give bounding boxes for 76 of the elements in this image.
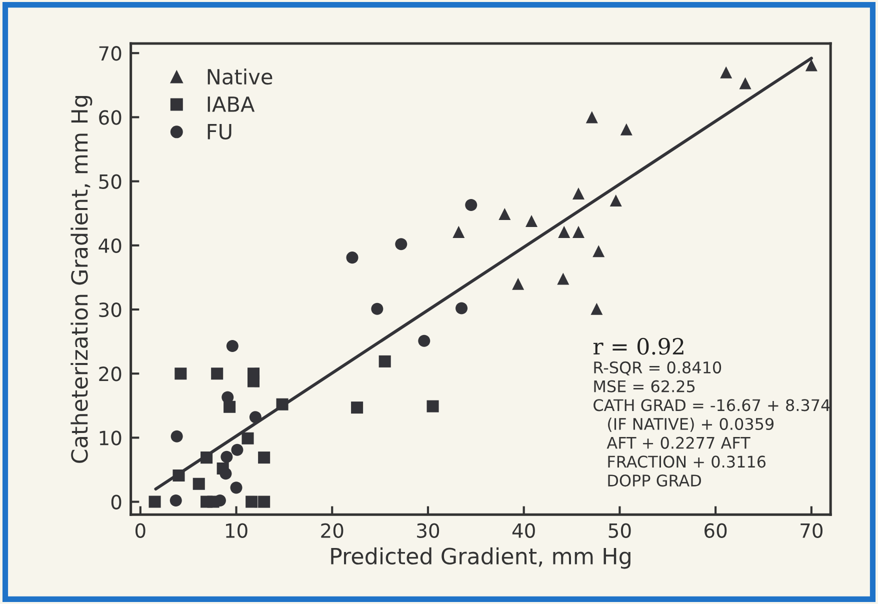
- x-tick-label: 60: [704, 523, 727, 538]
- point: [371, 302, 384, 315]
- point: [220, 468, 232, 480]
- annotation: FRACTION + 0.3116: [608, 456, 766, 468]
- point: [346, 252, 358, 264]
- point: [525, 215, 538, 228]
- point: [211, 368, 224, 380]
- point: [172, 469, 185, 482]
- point: [174, 368, 187, 380]
- point: [200, 452, 213, 464]
- point: [572, 226, 584, 238]
- annotation: r = 0.92: [593, 338, 684, 355]
- point: [226, 340, 238, 352]
- point: [242, 432, 254, 444]
- point: [246, 496, 258, 508]
- point: [248, 375, 260, 388]
- x-tick-label: 70: [800, 523, 822, 538]
- point: [590, 302, 603, 315]
- y-tick-label: 30: [99, 302, 122, 318]
- point: [170, 430, 183, 442]
- point: [739, 77, 752, 90]
- point: [620, 123, 632, 136]
- point: [192, 478, 205, 490]
- legend-label: Native: [208, 68, 272, 85]
- x-tick-label: 30: [417, 523, 440, 538]
- x-tick-label: 10: [226, 523, 248, 538]
- point: [351, 402, 364, 414]
- point: [258, 452, 270, 464]
- point: [426, 400, 439, 412]
- y-tick-label: 40: [98, 238, 122, 254]
- point: [222, 391, 234, 404]
- point: [572, 187, 584, 200]
- point: [258, 496, 270, 508]
- point: [558, 226, 570, 238]
- point: [249, 411, 262, 424]
- annotation: CATH GRAD = -16.67 + 8.374: [594, 399, 830, 412]
- annotation: AFT + 0.2277 AFT: [606, 436, 750, 449]
- point: [512, 278, 524, 290]
- y-tick-label: 20: [99, 366, 122, 382]
- x-tick-label: 0: [136, 523, 146, 538]
- point: [498, 208, 511, 220]
- y-tick-label: 60: [99, 110, 122, 125]
- point: [230, 482, 242, 494]
- point: [170, 494, 182, 507]
- annotation: MSE = 62.25: [594, 380, 695, 392]
- annotation: (IF NATIVE) + 0.0359: [608, 418, 774, 432]
- point: [586, 111, 598, 124]
- y-axis-title: Catheterization Gradient, mm Hg: [70, 96, 92, 463]
- annotation: DOPP GRAD: [608, 474, 701, 487]
- legend-label: IABA: [208, 96, 255, 112]
- point: [395, 238, 408, 250]
- point: [378, 355, 391, 368]
- point: [231, 444, 244, 456]
- point: [610, 194, 622, 207]
- point: [452, 226, 465, 238]
- annotation: R-SQR = 0.8410: [594, 361, 722, 376]
- point: [592, 245, 605, 258]
- x-tick-label: 50: [608, 523, 631, 538]
- x-tick-label: 20: [321, 523, 344, 538]
- y-tick-label: 0: [111, 494, 122, 510]
- point: [220, 450, 233, 463]
- x-axis-title: Predicted Gradient, mm Hg: [331, 547, 630, 569]
- point: [557, 272, 570, 285]
- legend-label: FU: [208, 124, 232, 140]
- point: [465, 199, 478, 212]
- point: [276, 398, 288, 410]
- y-tick-label: 10: [100, 430, 122, 446]
- y-tick-label: 50: [99, 174, 122, 189]
- point: [456, 302, 468, 314]
- point: [805, 59, 818, 72]
- point: [720, 66, 732, 78]
- point: [224, 400, 236, 413]
- point: [148, 496, 161, 508]
- point: [418, 334, 430, 347]
- x-tick-label: 40: [512, 523, 535, 538]
- y-tick-label: 70: [99, 46, 122, 61]
